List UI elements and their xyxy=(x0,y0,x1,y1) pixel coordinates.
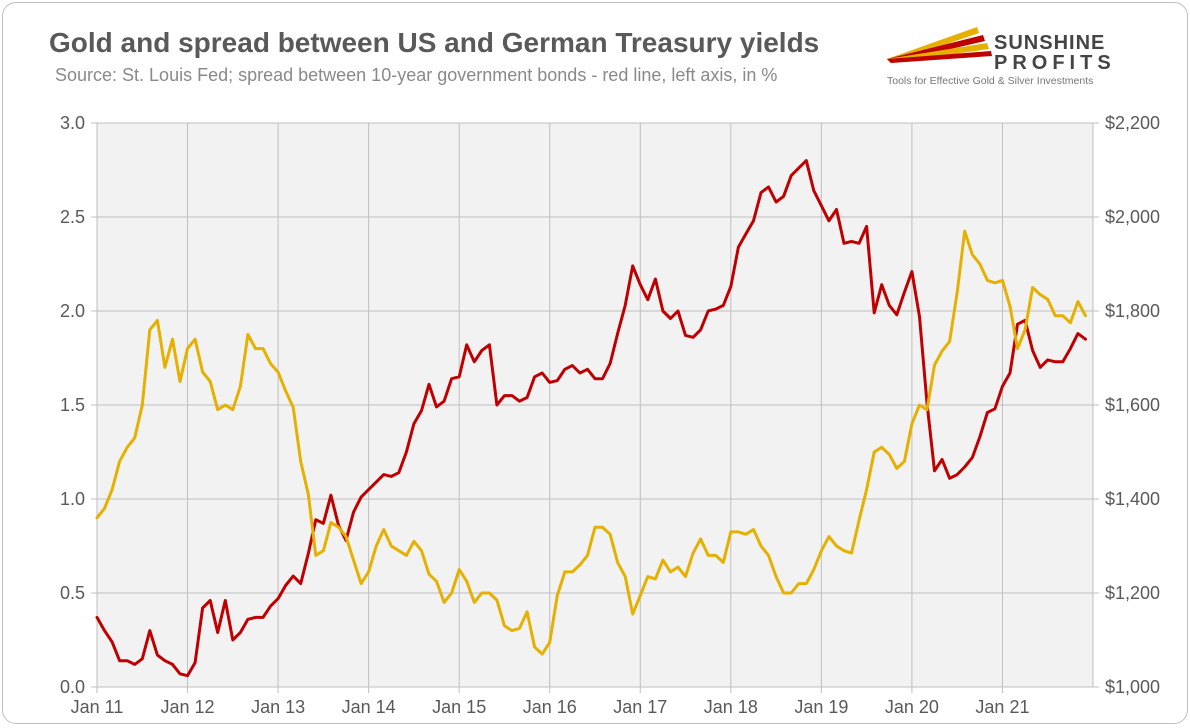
y-left-label: 0.5 xyxy=(60,583,85,603)
x-tick-label: Jan 19 xyxy=(794,697,848,717)
x-tick-label: Jan 12 xyxy=(161,697,215,717)
y-left-label: 3.0 xyxy=(60,113,85,133)
x-tick-label: Jan 18 xyxy=(704,697,758,717)
x-tick-label: Jan 13 xyxy=(251,697,305,717)
y-right-label: $1,400 xyxy=(1105,489,1160,509)
dual-axis-line-chart: 0.0 0.5 1.0 1.5 2.0 2.5 3.0 $1,000 $1,200 $1,400 $… xyxy=(3,93,1189,725)
x-tick-label: Jan 11 xyxy=(71,697,124,717)
y-right-label: $1,800 xyxy=(1105,301,1160,321)
logo-swoosh xyxy=(887,27,992,63)
y-right-label: $2,000 xyxy=(1105,207,1160,227)
sunshine-profits-logo: SUNSHINE PROFITS Tools for Effective Gol… xyxy=(879,21,1169,91)
y-right-label: $1,600 xyxy=(1105,395,1160,415)
x-tick-label: Jan 16 xyxy=(523,697,577,717)
y-left-label: 1.0 xyxy=(60,489,85,509)
y-right-label: $1,000 xyxy=(1105,677,1160,697)
chart-title: Gold and spread between US and German Tr… xyxy=(49,27,819,59)
chart-area: 0.0 0.5 1.0 1.5 2.0 2.5 3.0 $1,000 $1,200 $1,400 $… xyxy=(3,93,1187,723)
logo-text-top: SUNSHINE xyxy=(994,32,1105,54)
x-tick-label: Jan 14 xyxy=(342,697,396,717)
y-left-label: 2.0 xyxy=(60,301,85,321)
logo-tagline: Tools for Effective Gold & Silver Invest… xyxy=(887,75,1093,87)
x-tick-label: Jan 20 xyxy=(885,697,939,717)
y-left-label: 1.5 xyxy=(60,395,85,415)
logo-text-bottom: PROFITS xyxy=(994,52,1116,74)
y-left-label: 2.5 xyxy=(60,207,85,227)
chart-frame: Gold and spread between US and German Tr… xyxy=(2,2,1188,724)
y-right-label: $2,200 xyxy=(1105,113,1160,133)
x-tick-label: Jan 21 xyxy=(975,697,1029,717)
x-tick-label: Jan 15 xyxy=(432,697,486,717)
y-left-label: 0.0 xyxy=(60,677,85,697)
y-right-label: $1,200 xyxy=(1105,583,1160,603)
chart-subtitle: Source: St. Louis Fed; spread between 10… xyxy=(55,65,777,86)
logo-svg: SUNSHINE PROFITS Tools for Effective Gol… xyxy=(879,21,1169,91)
x-tick-label: Jan 17 xyxy=(613,697,667,717)
